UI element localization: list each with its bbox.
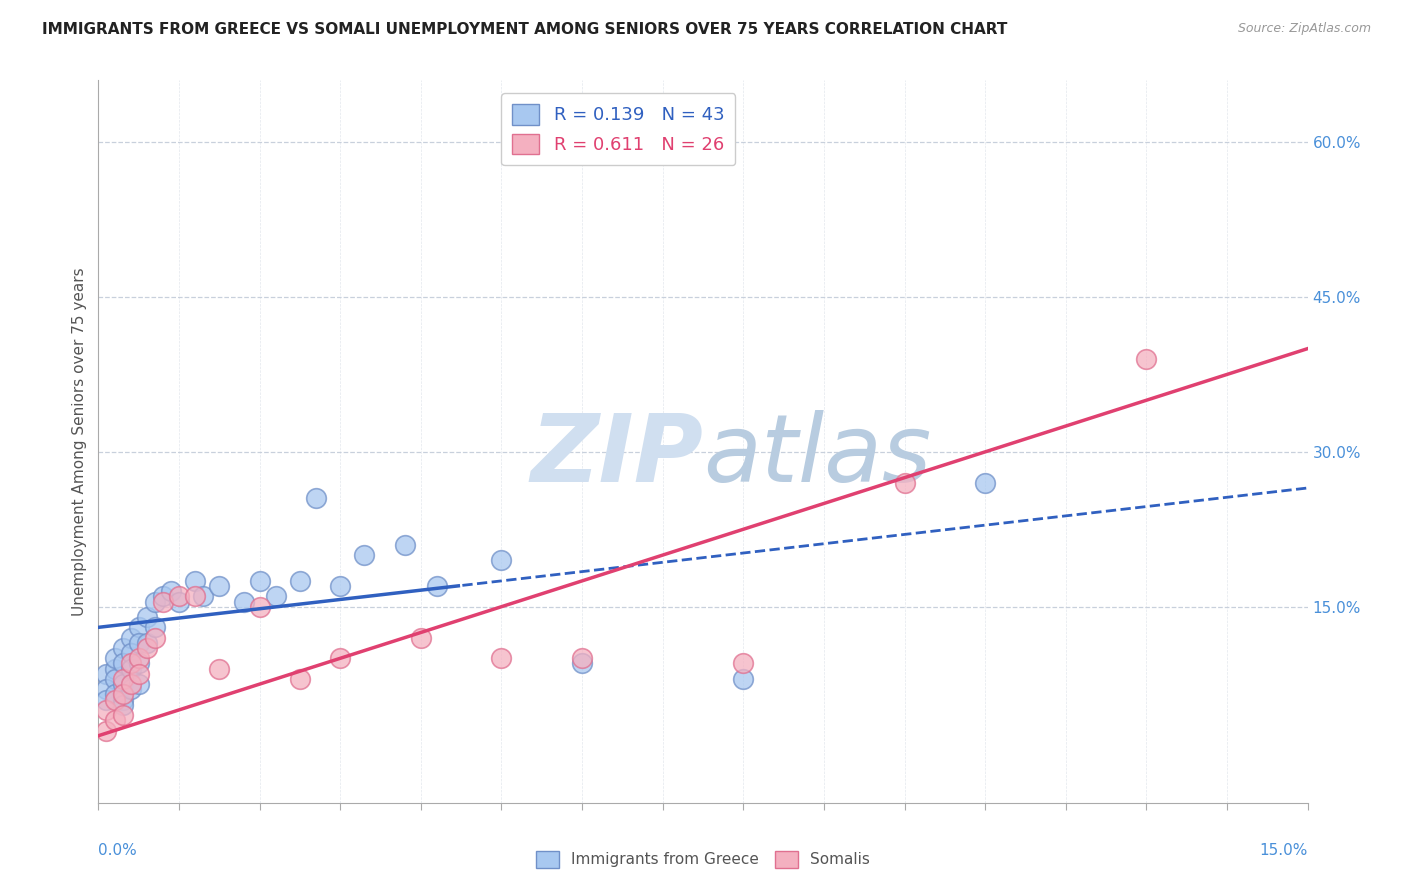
Point: [96, 666, 118, 681]
Point: [111, 672, 134, 686]
Point: [128, 651, 150, 665]
Point: [208, 662, 231, 676]
Point: [491, 553, 513, 567]
Point: [733, 672, 755, 686]
Point: [167, 590, 190, 604]
Point: [571, 651, 593, 665]
Point: [96, 703, 118, 717]
Point: [143, 631, 166, 645]
Point: [103, 687, 125, 701]
Point: [96, 692, 118, 706]
Point: [160, 584, 183, 599]
Text: Source: ZipAtlas.com: Source: ZipAtlas.com: [1237, 22, 1371, 36]
Point: [184, 574, 207, 588]
Point: [111, 698, 134, 712]
Point: [103, 651, 125, 665]
Point: [103, 692, 125, 706]
Point: [103, 662, 125, 676]
Text: ZIP: ZIP: [530, 410, 703, 502]
Point: [135, 610, 157, 624]
Point: [249, 574, 271, 588]
Point: [103, 672, 125, 686]
Point: [426, 579, 449, 593]
Point: [264, 590, 287, 604]
Point: [128, 620, 150, 634]
Point: [409, 631, 432, 645]
Point: [120, 646, 142, 660]
Point: [893, 475, 915, 490]
Point: [128, 657, 150, 671]
Text: atlas: atlas: [703, 410, 931, 501]
Point: [120, 657, 142, 671]
Point: [111, 640, 134, 655]
Point: [103, 713, 125, 727]
Point: [152, 590, 174, 604]
Point: [120, 662, 142, 676]
Point: [571, 657, 593, 671]
Point: [305, 491, 328, 506]
Y-axis label: Unemployment Among Seniors over 75 years: Unemployment Among Seniors over 75 years: [72, 268, 87, 615]
Point: [491, 651, 513, 665]
Point: [143, 594, 166, 608]
Point: [193, 590, 215, 604]
Point: [208, 579, 231, 593]
Point: [232, 594, 254, 608]
Point: [135, 640, 157, 655]
Point: [184, 590, 207, 604]
Point: [288, 574, 311, 588]
Point: [120, 631, 142, 645]
Point: [96, 682, 118, 697]
Point: [120, 677, 142, 691]
Text: IMMIGRANTS FROM GREECE VS SOMALI UNEMPLOYMENT AMONG SENIORS OVER 75 YEARS CORREL: IMMIGRANTS FROM GREECE VS SOMALI UNEMPLO…: [42, 22, 1008, 37]
Point: [733, 657, 755, 671]
Point: [143, 620, 166, 634]
Point: [288, 672, 311, 686]
Point: [249, 599, 271, 614]
Point: [135, 636, 157, 650]
Legend: R = 0.139   N = 43, R = 0.611   N = 26: R = 0.139 N = 43, R = 0.611 N = 26: [502, 93, 735, 165]
Point: [128, 666, 150, 681]
Text: 15.0%: 15.0%: [1260, 843, 1308, 857]
Legend: Immigrants from Greece, Somalis: Immigrants from Greece, Somalis: [530, 845, 876, 873]
Point: [120, 682, 142, 697]
Point: [329, 651, 352, 665]
Point: [96, 723, 118, 738]
Point: [111, 708, 134, 723]
Text: 0.0%: 0.0%: [98, 843, 138, 857]
Point: [329, 579, 352, 593]
Point: [111, 657, 134, 671]
Point: [111, 687, 134, 701]
Point: [167, 594, 190, 608]
Point: [152, 594, 174, 608]
Point: [394, 538, 416, 552]
Point: [111, 677, 134, 691]
Point: [128, 677, 150, 691]
Point: [353, 548, 375, 562]
Point: [974, 475, 997, 490]
Point: [111, 692, 134, 706]
Point: [128, 636, 150, 650]
Point: [1135, 351, 1157, 366]
